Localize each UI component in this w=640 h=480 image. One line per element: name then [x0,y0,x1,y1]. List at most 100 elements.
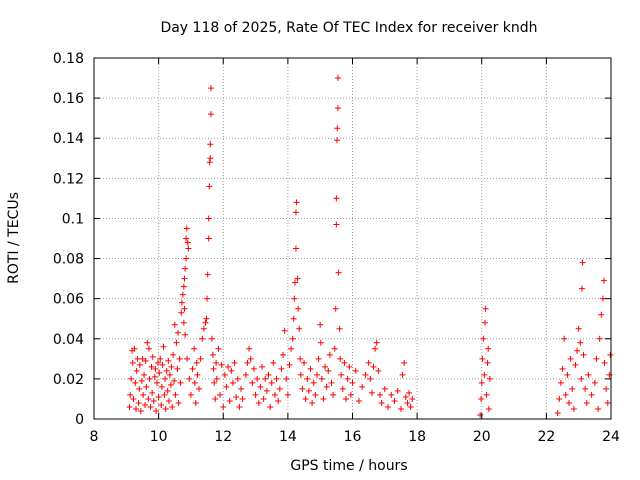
y-tick-label: 0.14 [53,131,84,147]
data-point [149,353,156,360]
data-point [481,371,488,378]
data-point [604,399,611,406]
data-point [130,395,137,402]
data-point [338,371,345,378]
data-point [199,335,206,342]
data-point [301,359,308,366]
data-point [271,391,278,398]
data-point [210,365,217,372]
data-point [239,395,246,402]
data-point [164,387,171,394]
data-point [144,339,151,346]
data-point [257,383,264,390]
data-point [162,405,169,412]
data-point [292,209,299,216]
data-point [598,311,605,318]
data-point [127,391,134,398]
data-point [207,85,214,92]
data-point [218,361,225,368]
data-point [250,365,257,372]
data-point [281,327,288,334]
data-point [290,315,297,322]
data-point [165,357,172,364]
data-point [167,381,174,388]
x-tick-label: 24 [602,429,620,445]
data-point [582,385,589,392]
data-point [297,355,304,362]
data-point [191,379,198,386]
data-point [151,373,158,380]
data-point [159,361,166,368]
data-point [154,379,161,386]
y-axis-title: ROTI / TECUs [6,192,22,284]
data-point [182,331,189,338]
data-point [173,339,180,346]
y-tick-label: 0.02 [53,372,84,388]
data-point [128,375,135,382]
data-point [404,399,411,406]
data-point [333,195,340,202]
data-point [158,383,165,390]
data-point [153,407,160,414]
data-point [479,355,486,362]
data-point [207,111,214,118]
data-point [276,385,283,392]
data-point [562,391,569,398]
data-point [205,215,212,222]
data-point [135,399,142,406]
data-point [152,365,159,372]
data-point [161,391,168,398]
data-point [561,335,568,342]
data-point [349,379,356,386]
data-point [203,315,210,322]
data-point [252,391,259,398]
data-point [565,399,572,406]
data-point [200,325,207,332]
data-point [213,359,220,366]
data-point [154,359,161,366]
data-point [478,379,485,386]
data-point [302,395,309,402]
data-point [367,375,374,382]
data-point [162,375,169,382]
data-point [244,359,251,366]
data-point [249,379,256,386]
data-point [226,397,233,404]
data-point [178,309,185,316]
data-point [310,379,317,386]
data-point [171,377,178,384]
data-point [583,399,590,406]
x-axis-ticks: 8 10 12 14 16 18 20 22 24 [90,58,620,445]
data-point [181,305,188,312]
data-point [174,365,181,372]
data-point [388,391,395,398]
data-point [168,363,175,370]
data-point [335,269,342,276]
data-point [157,355,164,362]
data-point [362,371,369,378]
data-point [368,389,375,396]
data-point [596,335,603,342]
y-tick-label: 0.04 [53,332,84,348]
data-point [334,105,341,112]
x-tick-label: 22 [537,429,555,445]
data-point [376,391,383,398]
data-point [402,393,409,400]
y-tick-label: 0 [75,412,84,428]
data-point [139,355,146,362]
data-point [286,361,293,368]
data-point [145,395,152,402]
data-point [328,379,335,386]
data-point [233,393,240,400]
data-point [156,369,163,376]
data-point [191,345,198,352]
data-point [588,391,595,398]
data-point [192,399,199,406]
data-point [278,365,285,372]
data-point [317,321,324,328]
data-point [304,375,311,382]
data-point [391,397,398,404]
data-point [186,375,193,382]
data-point [194,371,201,378]
data-point [297,371,304,378]
